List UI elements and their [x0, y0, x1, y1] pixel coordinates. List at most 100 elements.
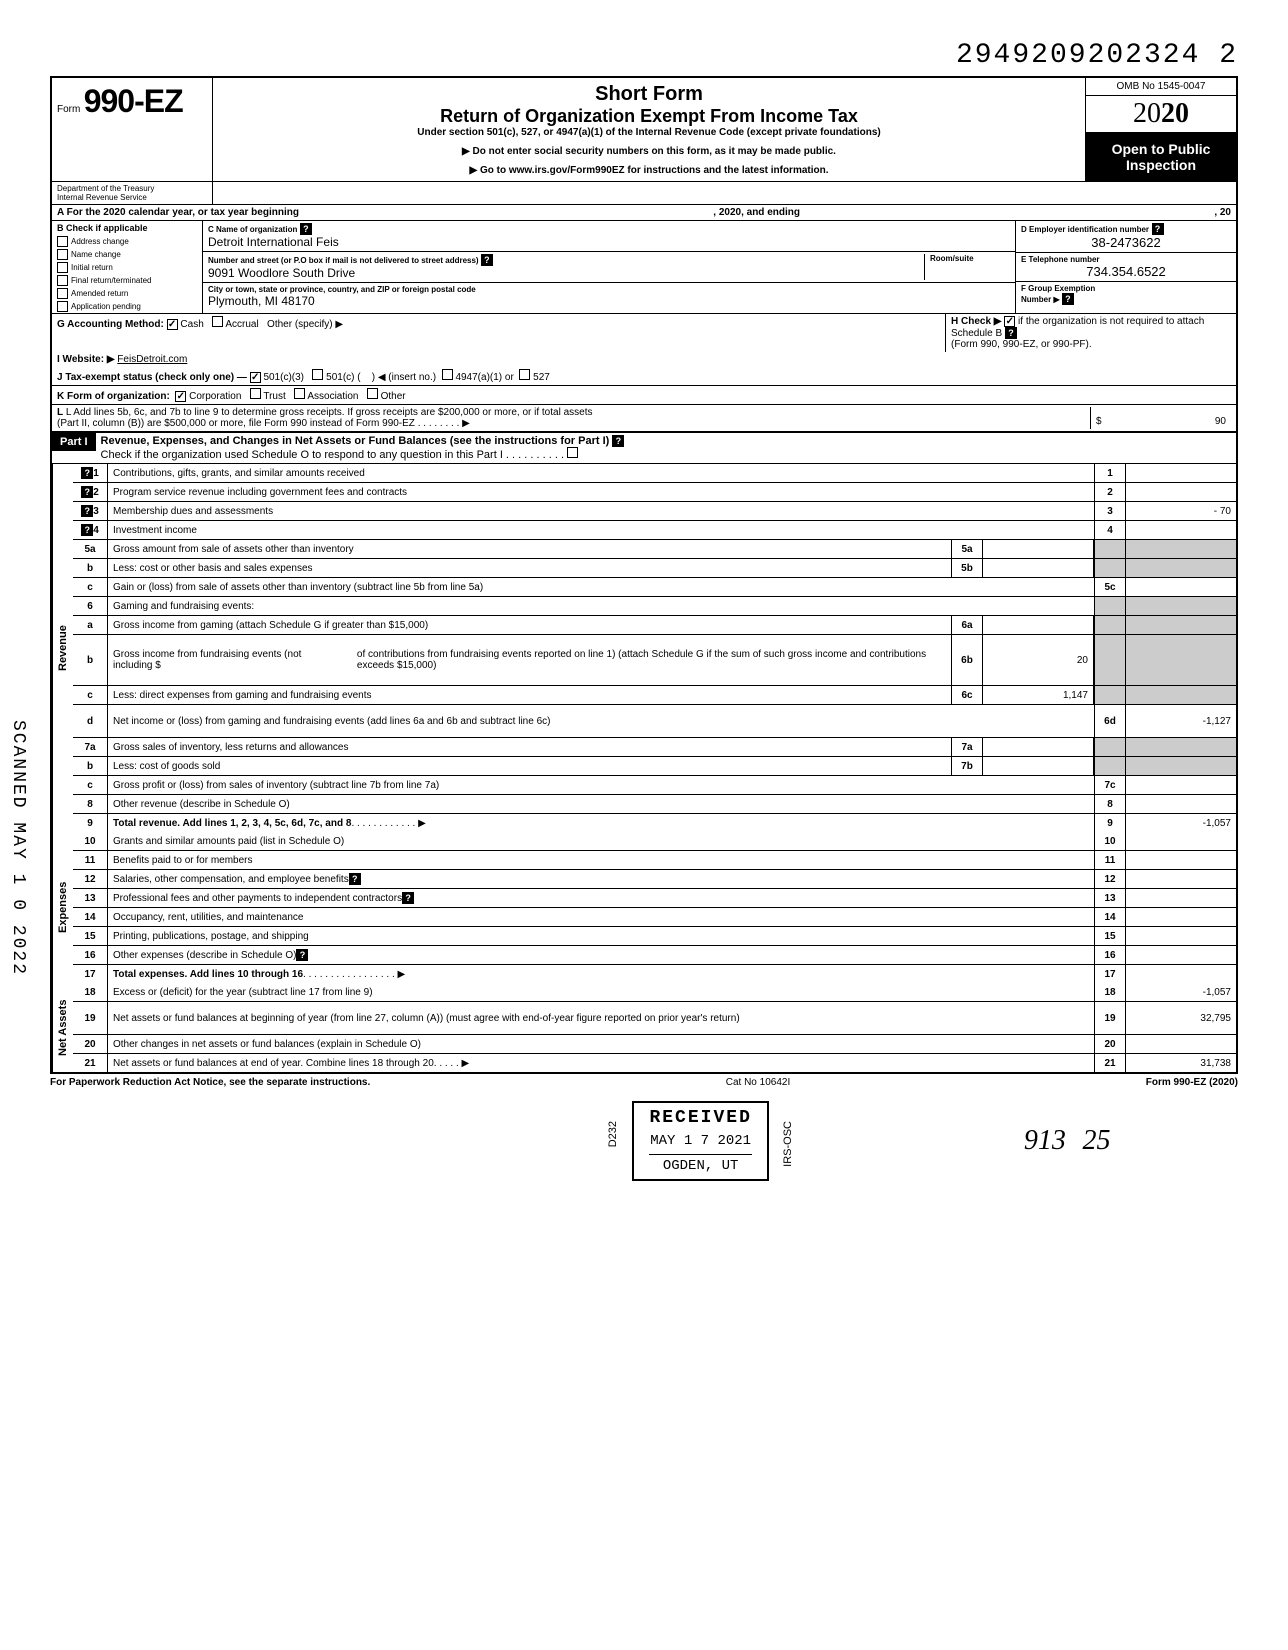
handwritten-1: 913	[1024, 1125, 1066, 1156]
help-icon: ?	[1005, 327, 1017, 339]
row-k-form-org: K Form of organization: Corporation Trus…	[50, 385, 1238, 404]
help-icon: ?	[81, 486, 93, 498]
line18-desc: Excess or (deficit) for the year (subtra…	[108, 983, 1094, 1001]
label-association: Association	[307, 391, 358, 402]
checkbox-trust[interactable]	[250, 388, 261, 399]
year-suffix: 20	[1161, 98, 1189, 129]
label-city: City or town, state or province, country…	[208, 285, 1010, 294]
line15-desc: Printing, publications, postage, and shi…	[108, 927, 1094, 945]
revenue-section: Revenue ? 1Contributions, gifts, grants,…	[50, 464, 1238, 832]
received-date: MAY 1 7 2021	[649, 1133, 751, 1149]
label-org-name: C Name of organization	[208, 225, 297, 234]
line14-val	[1126, 908, 1236, 926]
handwritten-2: 25	[1083, 1125, 1111, 1156]
label-h-check: H Check ▶	[951, 316, 1001, 327]
checkbox-name-change[interactable]	[57, 249, 68, 260]
checkbox-schedule-o[interactable]	[567, 447, 578, 458]
line13-val	[1126, 889, 1236, 907]
line20-val	[1126, 1035, 1236, 1053]
line17-val	[1126, 965, 1236, 983]
checkbox-527[interactable]	[519, 369, 530, 380]
checkbox-association[interactable]	[294, 388, 305, 399]
open-public-line2: Inspection	[1090, 157, 1232, 173]
checkbox-other-org[interactable]	[367, 388, 378, 399]
checkbox-501c3[interactable]	[250, 372, 261, 383]
line9-val: -1,057	[1126, 814, 1236, 832]
line18-val: -1,057	[1126, 983, 1236, 1001]
line19-val: 32,795	[1126, 1002, 1236, 1034]
help-icon: ?	[300, 223, 312, 235]
help-icon: ?	[349, 873, 361, 885]
line9-desc: Total revenue. Add lines 1, 2, 3, 4, 5c,…	[113, 818, 351, 829]
org-name: Detroit International Feis	[208, 235, 1010, 249]
line6b-desc1: Gross income from fundraising events (no…	[113, 649, 329, 671]
line5a-desc: Gross amount from sale of assets other t…	[108, 540, 951, 558]
instruction-ssn: ▶ Do not enter social security numbers o…	[223, 146, 1075, 157]
checkbox-amended-return[interactable]	[57, 288, 68, 299]
expenses-label: Expenses	[52, 832, 73, 983]
form-number: 990-EZ	[84, 83, 183, 119]
line2-val	[1126, 483, 1236, 501]
checkbox-4947[interactable]	[442, 369, 453, 380]
line6-desc: Gaming and fundraising events:	[108, 597, 1094, 615]
received-stamp: RECEIVED MAY 1 7 2021 OGDEN, UT	[632, 1101, 768, 1181]
text-gross-receipts: L Add lines 5b, 6c, and 7b to line 9 to …	[66, 407, 593, 418]
omb-number: OMB No 1545-0047	[1086, 78, 1236, 96]
line11-desc: Benefits paid to or for members	[108, 851, 1094, 869]
tax-year: 2020	[1086, 96, 1236, 133]
text-gross-receipts2: (Part II, column (B)) are $500,000 or mo…	[57, 418, 415, 429]
line11-val	[1126, 851, 1236, 869]
line8-desc: Other revenue (describe in Schedule O)	[108, 795, 1094, 813]
label-4947: 4947(a)(1) or	[455, 372, 513, 383]
label-form-org: K Form of organization:	[57, 391, 170, 402]
label-room-suite: Room/suite	[930, 254, 1010, 263]
line13-desc: Professional fees and other payments to …	[113, 893, 402, 904]
checkbox-501c[interactable]	[312, 369, 323, 380]
line5c-desc: Gain or (loss) from sale of assets other…	[108, 578, 1094, 596]
part1-title: Revenue, Expenses, and Changes in Net As…	[101, 435, 610, 447]
checkbox-initial-return[interactable]	[57, 262, 68, 273]
return-title: Return of Organization Exempt From Incom…	[223, 106, 1075, 127]
label-other-org: Other	[381, 391, 406, 402]
line21-desc: Net assets or fund balances at end of ye…	[113, 1058, 434, 1069]
label-trust: Trust	[263, 391, 285, 402]
checkbox-accrual[interactable]	[212, 316, 223, 327]
checkbox-address-change[interactable]	[57, 236, 68, 247]
help-icon: ?	[1062, 293, 1074, 305]
line1-val	[1126, 464, 1236, 482]
line6c-val: 1,147	[983, 686, 1094, 704]
line1-desc: Contributions, gifts, grants, and simila…	[108, 464, 1094, 482]
line17-desc: Total expenses. Add lines 10 through 16	[113, 969, 303, 980]
row-l-gross-receipts: L L Add lines 5b, 6c, and 7b to line 9 t…	[50, 404, 1238, 432]
phone-value: 734.354.6522	[1021, 264, 1231, 279]
checkbox-application-pending[interactable]	[57, 301, 68, 312]
line4-desc: Investment income	[108, 521, 1094, 539]
label-501c: 501(c) (	[326, 372, 360, 383]
line3-desc: Membership dues and assessments	[108, 502, 1094, 520]
checkbox-schedule-b[interactable]	[1004, 316, 1015, 327]
under-section: Under section 501(c), 527, or 4947(a)(1)…	[223, 127, 1075, 138]
label-accrual: Accrual	[225, 319, 258, 330]
footer-cat-no: Cat No 10642I	[726, 1077, 791, 1088]
text-schedule-b2: (Form 990, 990-EZ, or 990-PF).	[951, 339, 1231, 350]
line12-val	[1126, 870, 1236, 888]
year-prefix: 20	[1133, 98, 1161, 129]
website-value: FeisDetroit.com	[117, 354, 187, 365]
checkbox-corporation[interactable]	[175, 391, 186, 402]
label-website: I Website: ▶	[57, 354, 115, 365]
label-group-exemption-number: Number ▶	[1021, 295, 1060, 304]
checkbox-cash[interactable]	[167, 319, 178, 330]
label-insert-no: ) ◀ (insert no.)	[372, 372, 436, 383]
net-assets-label: Net Assets	[52, 983, 73, 1072]
help-icon: ?	[402, 892, 414, 904]
label-initial-return: Initial return	[71, 263, 113, 272]
gross-receipts-value: 90	[1215, 416, 1226, 427]
label-corporation: Corporation	[189, 391, 241, 402]
ein-value: 38-2473622	[1021, 235, 1231, 250]
checkbox-final-return[interactable]	[57, 275, 68, 286]
help-icon: ?	[612, 435, 624, 447]
label-name-change: Name change	[71, 250, 121, 259]
part1-check-text: Check if the organization used Schedule …	[101, 449, 503, 461]
form-header: Form 990-EZ Short Form Return of Organiz…	[50, 76, 1238, 181]
help-icon: ?	[81, 467, 93, 479]
